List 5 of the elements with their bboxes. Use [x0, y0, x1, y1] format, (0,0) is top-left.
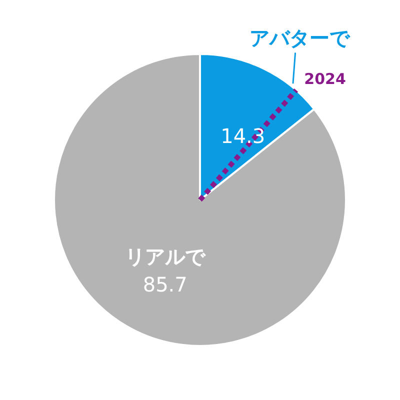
slice-label: アバターで [249, 26, 350, 50]
text: 2024 [304, 70, 346, 88]
slice-label: リアルで [125, 244, 206, 269]
data-label: 14.3 [220, 124, 266, 148]
data-label: 85.7 [142, 272, 188, 297]
